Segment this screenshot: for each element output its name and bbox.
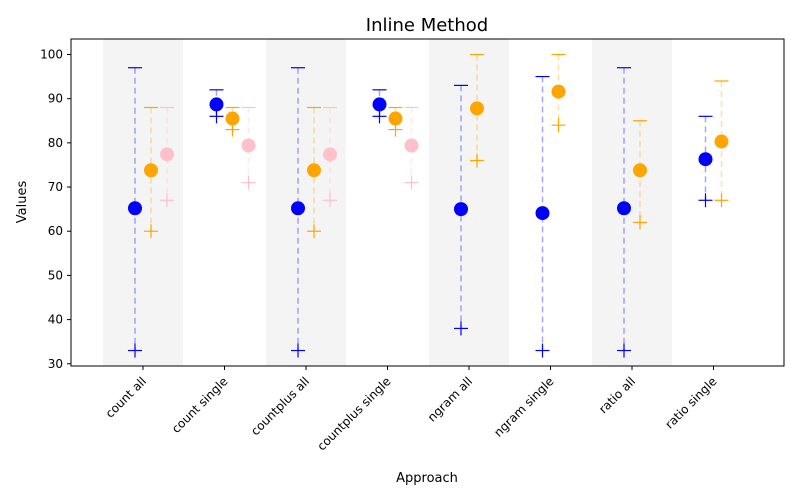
mean-point	[404, 138, 419, 153]
y-tick-label: 60	[48, 224, 63, 238]
mean-point	[633, 163, 647, 178]
y-tick-label: 100	[40, 47, 63, 61]
category-band	[429, 39, 509, 366]
category-bands	[103, 39, 672, 366]
mean-point	[714, 134, 729, 149]
mean-point	[535, 206, 550, 221]
x-axis-title: Approach	[396, 471, 458, 486]
mean-point	[241, 138, 256, 153]
y-axis: 30 40 50 60 70 80 90 100	[40, 47, 71, 371]
mean-point	[144, 163, 158, 178]
y-tick-label: 40	[48, 313, 63, 327]
mean-point	[291, 201, 305, 216]
plot-frame	[70, 38, 785, 367]
mean-point	[551, 84, 566, 99]
mean-point	[160, 147, 174, 162]
mean-point	[454, 202, 468, 217]
category-band	[103, 39, 183, 366]
mean-point	[388, 111, 403, 126]
y-axis-title: Values	[15, 181, 30, 224]
mean-point	[209, 97, 224, 112]
mean-point	[225, 111, 240, 126]
mean-point	[128, 201, 142, 216]
y-tick-label: 50	[48, 268, 63, 282]
mean-point	[372, 97, 387, 112]
y-tick-label: 70	[48, 180, 63, 194]
mean-point	[470, 101, 484, 116]
y-tick-label: 80	[48, 136, 63, 150]
chart-title: Inline Method	[366, 15, 488, 36]
mean-markers	[128, 84, 729, 221]
mean-point	[307, 163, 321, 178]
y-tick-label: 90	[48, 92, 63, 106]
mean-point	[698, 152, 713, 167]
category-band	[592, 39, 672, 366]
mean-point	[617, 201, 631, 216]
category-band	[266, 39, 346, 366]
mean-point	[323, 147, 337, 162]
y-tick-label: 30	[48, 357, 63, 371]
